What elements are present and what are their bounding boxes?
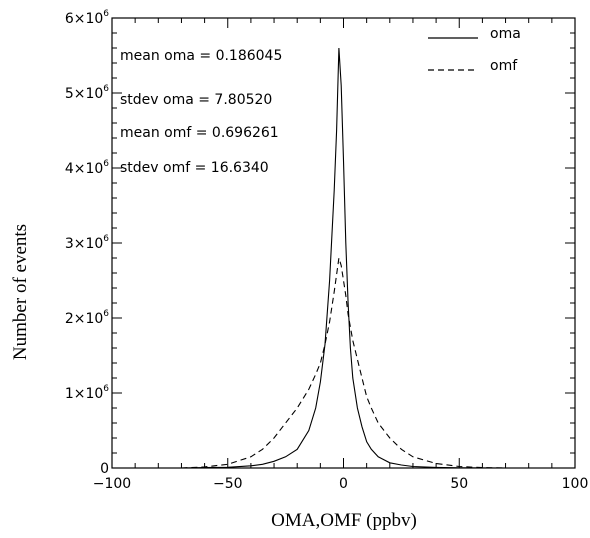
annotation-mean-omf: mean omf = 0.696261 <box>120 125 279 141</box>
y-tick-label: 3×106 <box>65 234 109 252</box>
y-tick-label: 5×106 <box>65 84 109 102</box>
series-layer <box>181 47 506 469</box>
y-tick-base: 6×10 <box>65 11 103 27</box>
legend-label-omf: omf <box>490 58 518 74</box>
y-tick-exponent: 6 <box>103 309 109 319</box>
y-tick-exponent: 6 <box>103 84 109 94</box>
y-tick-exponent: 6 <box>103 234 109 244</box>
annotation-stdev-omf: stdev omf = 16.6340 <box>120 160 269 176</box>
x-axis-title: OMA,OMF (ppbv) <box>271 510 417 531</box>
y-tick-base: 2×10 <box>65 311 103 327</box>
y-tick-label: 2×106 <box>65 309 109 327</box>
plot-frame <box>111 17 576 469</box>
x-axis: −100 −50 0 50 100 <box>93 18 589 492</box>
y-tick-base: 3×10 <box>65 236 103 252</box>
y-tick-base: 1×10 <box>65 386 103 402</box>
y-tick-label: 4×106 <box>65 159 109 177</box>
y-tick-label: 0 <box>100 461 109 477</box>
annotation-stdev-oma: stdev oma = 7.80520 <box>120 92 272 108</box>
legend: oma omf <box>428 26 521 74</box>
annotation-mean-oma: mean oma = 0.186045 <box>120 48 282 64</box>
x-tick-label: −100 <box>93 476 131 492</box>
y-tick-label: 6×106 <box>65 9 109 27</box>
series-line-oma <box>181 47 506 469</box>
x-tick-label: 0 <box>339 476 348 492</box>
y-tick-base: 5×10 <box>65 86 103 102</box>
y-tick-exponent: 6 <box>103 9 109 19</box>
y-tick-exponent: 6 <box>103 159 109 169</box>
legend-label-oma: oma <box>490 26 521 42</box>
series-line-omf <box>181 257 506 469</box>
plot-area-border <box>111 17 576 469</box>
y-axis-title: Number of events <box>10 224 31 360</box>
annotations: mean oma = 0.186045 stdev oma = 7.80520 … <box>120 48 282 176</box>
y-tick-base: 0 <box>100 461 109 477</box>
y-tick-label: 1×106 <box>65 384 109 402</box>
x-tick-label: 100 <box>562 476 589 492</box>
x-tick-label: 50 <box>450 476 468 492</box>
y-tick-base: 4×10 <box>65 161 103 177</box>
y-tick-exponent: 6 <box>103 384 109 394</box>
x-tick-label: −50 <box>213 476 243 492</box>
